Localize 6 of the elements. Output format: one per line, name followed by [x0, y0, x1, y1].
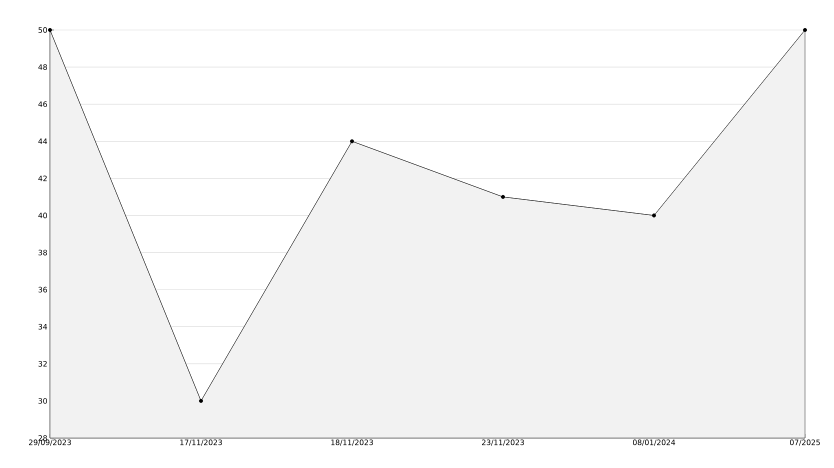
- point: [48, 28, 52, 32]
- point: [350, 139, 354, 144]
- point: [652, 213, 656, 218]
- point: [199, 398, 203, 403]
- point: [501, 194, 506, 199]
- point: [803, 28, 808, 32]
